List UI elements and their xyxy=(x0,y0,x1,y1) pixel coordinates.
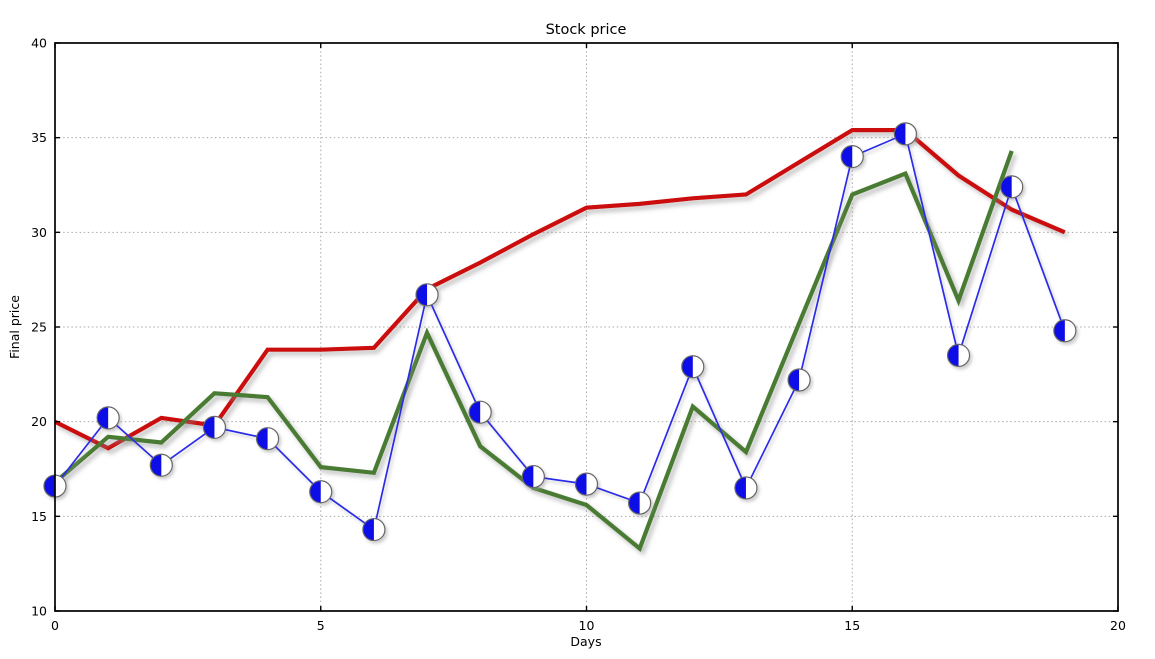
marker-left-half xyxy=(681,355,693,378)
marker-day-9 xyxy=(521,464,545,489)
y-tick-label-10: 10 xyxy=(31,604,47,619)
marker-day-16 xyxy=(893,122,918,146)
marker-edge xyxy=(787,368,811,392)
marker-edge xyxy=(521,464,545,489)
marker-edge xyxy=(468,400,492,424)
marker-day-6 xyxy=(362,517,386,542)
y-tick-label-15: 15 xyxy=(31,509,47,524)
x-tick-label-0: 0 xyxy=(51,618,59,633)
y-tick-label-40: 40 xyxy=(31,36,47,51)
marker-day-19 xyxy=(1053,319,1077,343)
chart-title: Stock price xyxy=(546,22,627,38)
marker-left-half xyxy=(894,122,906,145)
marker-left-half xyxy=(203,416,215,439)
marker-left-half xyxy=(947,344,959,367)
marker-day-5 xyxy=(309,480,333,504)
marker-left-half xyxy=(97,406,109,429)
marker-day-14 xyxy=(787,368,811,392)
y-axis-label: Final price xyxy=(7,295,22,359)
marker-left-half xyxy=(788,369,800,392)
marker-left-half xyxy=(469,401,481,424)
marker-edge xyxy=(415,283,439,307)
marker-day-13 xyxy=(734,476,758,500)
y-tick-label-25: 25 xyxy=(31,320,47,335)
marker-day-4 xyxy=(256,427,280,451)
marker-edge xyxy=(574,472,599,496)
marker-edge xyxy=(149,453,173,477)
marker-day-2 xyxy=(149,453,173,477)
marker-day-12 xyxy=(681,355,705,379)
marker-day-8 xyxy=(468,400,492,424)
marker-left-half xyxy=(522,465,534,488)
y-tick-label-30: 30 xyxy=(31,225,47,240)
y-tick-label-20: 20 xyxy=(31,414,47,429)
marker-edge xyxy=(893,122,918,146)
marker-edge xyxy=(628,491,652,515)
series-green-line xyxy=(53,150,1014,552)
series-green-line-path xyxy=(53,150,1014,552)
marker-edge xyxy=(309,480,333,504)
y-tick-label-35: 35 xyxy=(31,130,47,145)
marker-left-half xyxy=(416,283,428,306)
marker-edge xyxy=(1000,175,1024,199)
marker-left-half xyxy=(150,454,162,477)
marker-day-15 xyxy=(840,145,864,169)
marker-edge xyxy=(681,355,705,379)
marker-edge xyxy=(734,476,758,500)
x-axis-label: Days xyxy=(570,634,601,649)
series-layer xyxy=(43,122,1077,552)
marker-day-10 xyxy=(574,472,599,496)
marker-day-7 xyxy=(415,283,439,307)
marker-left-half xyxy=(362,518,374,541)
marker-left-half xyxy=(841,145,853,168)
x-tick-label-20: 20 xyxy=(1110,618,1126,633)
series-blue-line xyxy=(43,122,1077,542)
marker-left-half xyxy=(734,476,746,499)
marker-edge xyxy=(202,415,227,439)
x-tick-label-10: 10 xyxy=(579,618,595,633)
marker-edge xyxy=(840,145,864,169)
marker-day-3 xyxy=(202,415,227,439)
marker-left-half xyxy=(1000,175,1012,198)
marker-edge xyxy=(362,517,386,542)
marker-edge xyxy=(946,343,971,367)
x-tick-label-5: 5 xyxy=(317,618,325,633)
marker-edge xyxy=(96,406,120,430)
marker-left-half xyxy=(256,427,268,450)
marker-left-half xyxy=(44,475,55,498)
tick-labels: 0 5 10 15 20 10 15 20 25 30 35 40 xyxy=(31,36,1126,634)
marker-day-17 xyxy=(946,343,971,367)
marker-edge xyxy=(256,427,280,451)
axes xyxy=(54,42,1119,612)
marker-day-1 xyxy=(96,406,120,430)
marker-left-half xyxy=(575,473,587,496)
marker-day-11 xyxy=(628,491,652,515)
x-tick-label-15: 15 xyxy=(844,618,860,633)
gridlines xyxy=(55,43,1118,611)
marker-left-half xyxy=(1053,319,1065,342)
marker-day-18 xyxy=(1000,175,1024,199)
marker-left-half xyxy=(309,480,321,503)
marker-left-half xyxy=(628,492,640,515)
marker-edge xyxy=(1053,319,1077,343)
